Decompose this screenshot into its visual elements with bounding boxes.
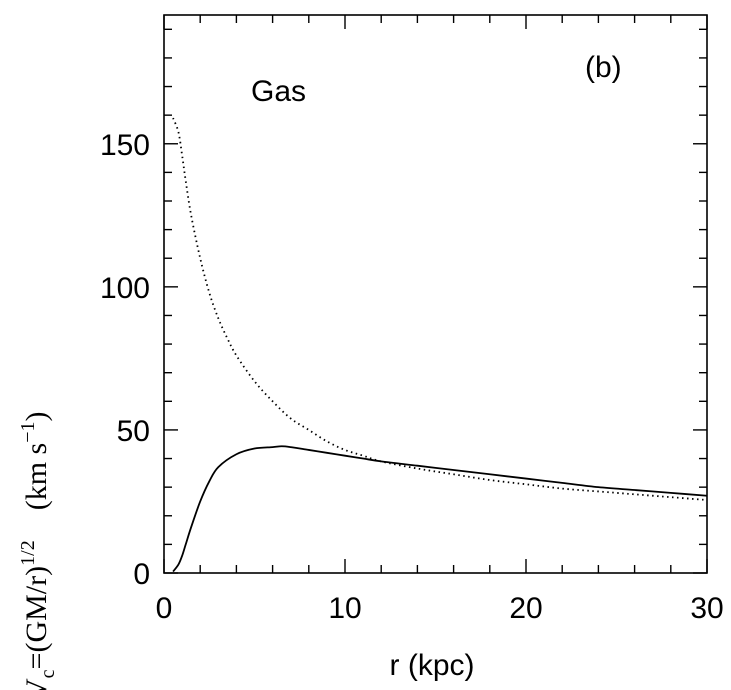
dotted-series-line [172,117,708,501]
axis-ticks [163,15,708,574]
y-tick-label: 0 [133,558,150,591]
solid-series-line [172,445,708,573]
panel-label: (b) [585,51,622,84]
y-tick-label: 150 [100,129,150,162]
tick-labels: 0 10 20 30 0 50 100 150 [100,129,724,625]
y-axis-label-units: (km s [20,443,53,511]
y-axis-label: Vc=(GM/r)1/2 (km s−1) [17,412,59,690]
x-tick-label: 0 [156,592,173,625]
y-axis-label-sup: 1/2 [17,540,39,566]
y-tick-label: 50 [117,415,150,448]
x-tick-label: 10 [328,592,361,625]
x-tick-label: 20 [509,592,542,625]
y-axis-label-main: V [20,678,53,690]
y-axis-label-units-sup: −1 [17,422,39,443]
x-tick-label: 30 [690,592,723,625]
y-axis-label-sub: c [37,669,59,678]
series-layer [172,117,708,573]
y-axis-label-units-close: ) [20,412,53,422]
y-axis-label-eq: =(GM/r) [20,566,53,670]
plot-frame [163,14,708,574]
y-tick-label: 100 [100,272,150,305]
x-axis-label: r (kpc) [390,649,475,682]
gas-annotation: Gas [251,75,306,108]
